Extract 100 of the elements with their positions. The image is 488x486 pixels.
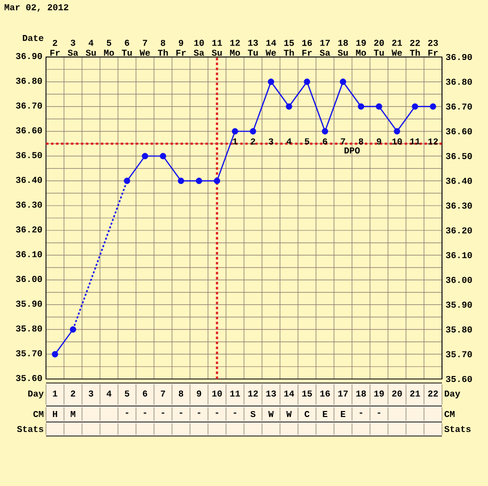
text: Stats [17, 426, 44, 432]
point [52, 351, 58, 358]
text: M [70, 411, 76, 417]
x-tick-label: 17 [338, 390, 348, 396]
text: - [216, 412, 218, 414]
x-tick-label: 20 [392, 390, 402, 397]
y-tick-label: 35.70 [16, 350, 42, 356]
x-tick-label: 7 [160, 390, 166, 396]
point [430, 103, 436, 110]
y-tick-label: 36.40 [16, 176, 42, 183]
point [214, 178, 220, 184]
y-tick-label: 36.10 [16, 251, 42, 258]
x-tick-label: 3 [88, 390, 94, 397]
point [322, 128, 328, 134]
x2-tick-label: 19 Mo [356, 40, 366, 56]
annotation: 10 [392, 138, 402, 144]
point [142, 152, 148, 160]
y2-tick-label: 36.00 [446, 276, 472, 283]
text: Stats [444, 426, 471, 432]
point [196, 178, 202, 184]
x-tick-label: 11 [230, 390, 240, 396]
annotation: 11 [410, 138, 420, 144]
x2-tick-label: 12 Mo [230, 40, 240, 56]
text: - [162, 412, 164, 414]
y2-tick-label: 36.30 [446, 202, 472, 209]
text: S [250, 410, 256, 418]
text: - [144, 412, 146, 414]
x2-tick-label: 22 Th [410, 40, 420, 56]
point [250, 128, 256, 134]
point [394, 128, 400, 134]
point [268, 78, 274, 85]
text: Day [444, 390, 460, 398]
x2-tick-label: 9 Fr [176, 40, 186, 56]
text: - [360, 412, 362, 414]
y2-tick-label: 35.80 [446, 326, 472, 333]
point [358, 103, 364, 110]
y2-tick-label: 36.90 [446, 54, 472, 60]
chart-title: Mar 02, 2012 [4, 4, 68, 12]
x-tick-label: 2 [70, 390, 76, 396]
point [304, 78, 310, 85]
x2-tick-label: 7 We [140, 40, 150, 56]
point [160, 152, 166, 160]
y2-tick-label: 36.20 [446, 227, 472, 234]
x2-tick-label: 15 Th [284, 40, 294, 56]
y2-tick-label: 36.80 [446, 78, 472, 85]
y-tick-label: 36.90 [16, 52, 42, 60]
annotation: 7 [340, 138, 346, 144]
x-tick-label: 9 [196, 390, 202, 397]
x-tick-label: 21 [410, 390, 420, 396]
x2-tick-label: 3 Sa [68, 40, 78, 56]
annotation: 4 [286, 138, 292, 144]
y2-tick-label: 35.90 [446, 302, 472, 308]
x-tick-label: 10 [212, 390, 222, 397]
x-tick-label: 6 [142, 390, 148, 397]
text: E [322, 411, 328, 417]
annotation: 5 [304, 138, 310, 144]
y-tick-label: 36.20 [16, 226, 42, 232]
y-tick-label: 36.80 [16, 78, 42, 84]
y2-tick-label: 36.10 [446, 252, 472, 258]
text: C [304, 410, 310, 418]
text: - [198, 412, 200, 414]
y-tick-label: 36.50 [16, 152, 42, 158]
x2-tick-label: 10 Sa [194, 40, 204, 56]
point [412, 103, 418, 110]
x2-tick-label: 21 We [392, 40, 402, 56]
x2-tick-label: 2 Fr [50, 40, 60, 56]
annotation: 6 [322, 138, 328, 144]
annotation: 8 [358, 138, 364, 144]
text: W [268, 411, 274, 417]
text: - [126, 412, 128, 414]
text: - [180, 412, 182, 414]
x-tick-label: 1 [52, 390, 58, 396]
point [286, 103, 292, 110]
text: H [52, 411, 58, 417]
x2-tick-label: 6 Tu [122, 40, 132, 56]
x2-tick-label: 23 Fr [428, 40, 438, 56]
x2-tick-label: 5 Mo [104, 40, 114, 56]
y-tick-label: 35.90 [16, 300, 42, 307]
point [376, 103, 382, 110]
x2-tick-label: 8 Th [158, 40, 168, 56]
y-tick-label: 36.60 [16, 127, 42, 134]
y-tick-label: 35.80 [16, 325, 42, 332]
x-tick-label: 13 [266, 390, 276, 397]
point [232, 128, 238, 134]
text: E [340, 411, 346, 417]
x-axis-title: Day [28, 390, 44, 398]
x2-tick-label: 14 We [266, 40, 276, 56]
annotation: 1 [232, 138, 238, 144]
point [340, 78, 346, 85]
x-tick-label: 8 [178, 390, 184, 397]
annotation: 12 [428, 138, 438, 144]
x2-tick-label: 4 Su [86, 40, 96, 56]
x-tick-label: 15 [302, 390, 312, 397]
text: CM [444, 410, 455, 418]
x-tick-label: 4 [106, 390, 112, 396]
x2-tick-label: 13 Tu [248, 40, 258, 56]
annotation: 2 [250, 138, 256, 144]
x2-axis-title: Date [22, 34, 44, 42]
y2-tick-label: 36.60 [446, 128, 472, 134]
annotation: 3 [268, 138, 274, 144]
